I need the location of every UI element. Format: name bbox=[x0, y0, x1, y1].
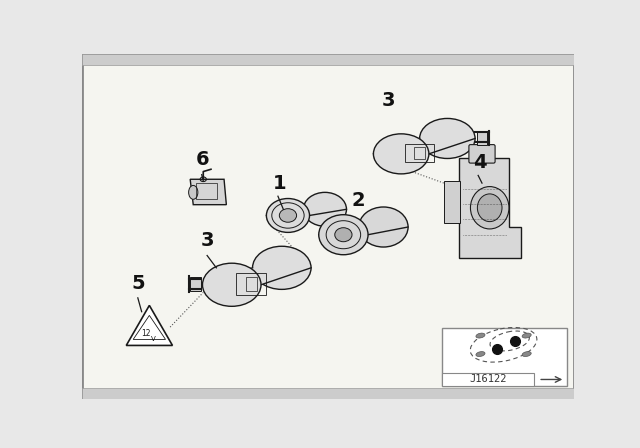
Bar bbox=[81, 54, 575, 65]
Ellipse shape bbox=[470, 186, 509, 229]
Polygon shape bbox=[202, 268, 311, 285]
Polygon shape bbox=[190, 179, 227, 205]
Ellipse shape bbox=[420, 118, 475, 159]
Ellipse shape bbox=[522, 352, 531, 357]
Polygon shape bbox=[373, 138, 475, 154]
Ellipse shape bbox=[476, 352, 485, 357]
Text: 3: 3 bbox=[201, 231, 214, 250]
Ellipse shape bbox=[319, 215, 368, 255]
Bar bbox=[81, 388, 575, 399]
Text: 2: 2 bbox=[351, 191, 365, 210]
Bar bbox=[405, 144, 435, 162]
Polygon shape bbox=[266, 209, 346, 215]
Bar bbox=[442, 328, 566, 386]
FancyBboxPatch shape bbox=[469, 145, 495, 163]
Polygon shape bbox=[126, 306, 172, 345]
Bar bbox=[477, 132, 488, 145]
Text: 1: 1 bbox=[273, 173, 286, 193]
Ellipse shape bbox=[279, 209, 296, 222]
Text: 6: 6 bbox=[196, 151, 209, 169]
Text: J16122: J16122 bbox=[469, 375, 507, 384]
Ellipse shape bbox=[359, 207, 408, 247]
Ellipse shape bbox=[303, 192, 346, 226]
Text: 4: 4 bbox=[473, 153, 486, 172]
Ellipse shape bbox=[373, 134, 429, 174]
Polygon shape bbox=[319, 227, 408, 235]
Ellipse shape bbox=[189, 185, 198, 199]
Bar bbox=[190, 277, 201, 291]
Ellipse shape bbox=[266, 198, 310, 233]
Text: 5: 5 bbox=[132, 274, 145, 293]
Bar bbox=[196, 183, 217, 198]
Text: V: V bbox=[151, 336, 156, 342]
Bar bbox=[246, 277, 257, 291]
Bar bbox=[236, 273, 266, 295]
Ellipse shape bbox=[522, 333, 531, 338]
Bar bbox=[444, 181, 460, 223]
Text: 3: 3 bbox=[382, 91, 396, 110]
Bar bbox=[442, 373, 534, 386]
Ellipse shape bbox=[476, 333, 485, 338]
Bar bbox=[414, 147, 425, 159]
Ellipse shape bbox=[335, 228, 352, 242]
Ellipse shape bbox=[202, 263, 261, 306]
Polygon shape bbox=[459, 158, 520, 258]
Ellipse shape bbox=[477, 194, 502, 222]
Text: 12: 12 bbox=[141, 329, 151, 338]
Ellipse shape bbox=[253, 246, 311, 289]
